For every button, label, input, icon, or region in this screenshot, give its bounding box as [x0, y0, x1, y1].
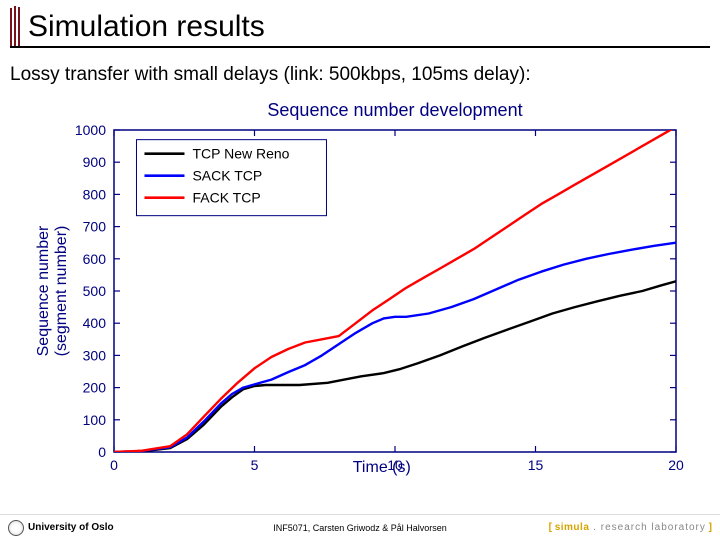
svg-text:5: 5	[251, 457, 259, 473]
svg-text:SACK TCP: SACK TCP	[192, 168, 262, 184]
svg-text:600: 600	[83, 251, 107, 267]
svg-text:0: 0	[110, 457, 118, 473]
footer-simula: simula	[555, 522, 590, 533]
svg-text:20: 20	[668, 457, 684, 473]
footer-research-lab: research laboratory	[601, 522, 706, 533]
svg-text:Time (s): Time (s)	[353, 459, 411, 476]
slide-title: Simulation results	[28, 10, 265, 44]
svg-text:400: 400	[83, 315, 107, 331]
uio-seal-icon	[8, 520, 24, 536]
svg-text:Sequence number: Sequence number	[35, 225, 52, 356]
title-decor-ticks	[10, 6, 24, 48]
slide-title-bar: Simulation results	[10, 6, 710, 48]
svg-text:900: 900	[83, 154, 107, 170]
svg-text:(segment number): (segment number)	[53, 226, 70, 357]
svg-text:1000: 1000	[75, 122, 106, 138]
svg-text:200: 200	[83, 380, 107, 396]
svg-text:FACK TCP: FACK TCP	[192, 190, 260, 206]
slide-footer: University of Oslo INF5071, Carsten Griw…	[0, 514, 720, 540]
footer-right: [ simula . research laboratory ]	[549, 522, 712, 533]
sequence-chart: Sequence number development0510152001002…	[30, 96, 690, 496]
footer-left: University of Oslo	[8, 520, 114, 536]
slide-subtitle: Lossy transfer with small delays (link: …	[10, 64, 531, 86]
svg-text:Sequence number development: Sequence number development	[267, 100, 522, 120]
svg-text:700: 700	[83, 219, 107, 235]
svg-text:TCP New Reno: TCP New Reno	[192, 146, 289, 162]
svg-text:300: 300	[83, 347, 107, 363]
footer-bracket-close: ]	[706, 522, 712, 533]
svg-text:100: 100	[83, 412, 107, 428]
footer-dot: .	[589, 522, 600, 533]
svg-text:500: 500	[83, 283, 107, 299]
title-underline	[10, 46, 710, 48]
svg-text:15: 15	[528, 457, 544, 473]
svg-text:800: 800	[83, 186, 107, 202]
footer-left-text: University of Oslo	[28, 522, 114, 533]
footer-center: INF5071, Carsten Griwodz & Pål Halvorsen	[273, 523, 447, 533]
svg-text:0: 0	[98, 444, 106, 460]
